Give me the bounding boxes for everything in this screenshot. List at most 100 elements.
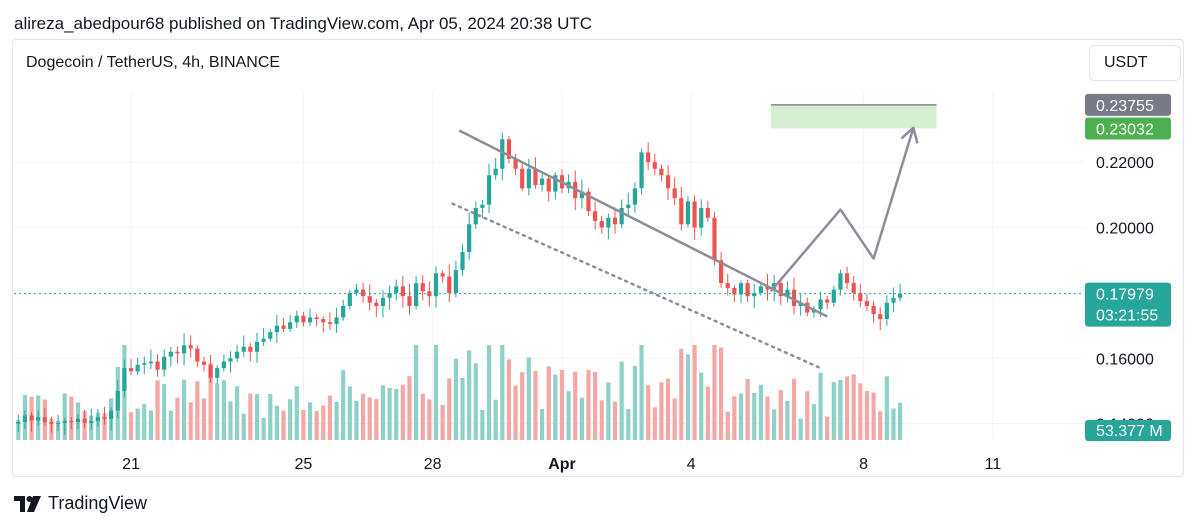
candle-body <box>168 351 173 357</box>
volume-bar <box>765 396 770 440</box>
candle-body <box>732 288 737 295</box>
volume-bar <box>798 418 803 440</box>
last-price-label: 0.17979 <box>1096 287 1154 304</box>
candle-body <box>831 289 836 303</box>
candle-body <box>699 207 704 228</box>
candle-body <box>354 289 359 293</box>
candle-body <box>898 293 903 298</box>
candle-body <box>321 319 326 323</box>
volume-bar <box>513 385 518 440</box>
price-tick-label: 0.20000 <box>1096 221 1154 238</box>
candle-body <box>738 283 744 295</box>
candle-body <box>387 292 392 298</box>
volume-bar <box>898 402 903 440</box>
volume-bar <box>453 358 458 440</box>
volume-bar <box>553 374 558 440</box>
candle-body <box>752 292 757 297</box>
candle-body <box>75 418 81 423</box>
time-tick-label: Apr <box>548 456 576 473</box>
volume-bar <box>526 357 531 440</box>
candle-body <box>122 368 127 391</box>
volume-bar <box>871 392 876 440</box>
candle-body <box>301 315 306 323</box>
volume-bar <box>148 410 154 440</box>
candle-body <box>851 283 856 293</box>
last-price-label-bg <box>1085 282 1171 327</box>
volume-bar <box>725 411 730 440</box>
candle-body <box>148 361 154 364</box>
volume-bars <box>16 345 903 440</box>
candle-body <box>725 283 730 289</box>
candle-body <box>367 296 372 303</box>
candle-body <box>652 162 657 169</box>
volume-bar <box>772 409 777 440</box>
candle-body <box>500 139 505 169</box>
currency-button[interactable]: USDT <box>1089 45 1181 81</box>
volume-bar <box>778 390 783 440</box>
volume-bar <box>314 411 319 440</box>
volume-bar <box>612 401 618 440</box>
volume-bar <box>128 412 134 440</box>
volume-bar <box>440 404 445 440</box>
candle-body <box>672 188 677 199</box>
volume-bar <box>208 363 213 440</box>
candle-body <box>665 175 671 189</box>
volume-bar <box>307 402 313 440</box>
volume-bar <box>685 354 691 440</box>
candle-body <box>49 422 54 424</box>
candle-body <box>712 217 717 261</box>
volume-bar <box>321 405 326 440</box>
candle-body <box>55 423 61 425</box>
candle-body <box>685 201 691 225</box>
candle-body <box>221 361 226 369</box>
volume-bar <box>327 395 333 440</box>
time-axis: 21 25 28 Apr 4 8 11 <box>122 456 1001 473</box>
volume-bar <box>672 398 677 440</box>
candle-body <box>254 341 260 352</box>
candle-body <box>745 283 750 297</box>
candle-body <box>844 273 850 284</box>
volume-bar <box>188 402 193 440</box>
symbol-title: Dogecoin / TetherUS, 4h, BINANCE <box>26 54 281 71</box>
volume-bar <box>62 393 67 440</box>
volume-bar <box>195 381 200 440</box>
tradingview-brand[interactable]: TradingView <box>14 493 147 514</box>
volume-bar <box>162 384 167 440</box>
candle-body <box>414 283 419 306</box>
volume-bar <box>738 393 744 440</box>
candle-body <box>327 322 333 324</box>
candle-body <box>228 358 233 362</box>
candle-body <box>539 178 545 186</box>
candle-body <box>579 191 584 199</box>
candle-body <box>268 332 273 339</box>
candle-body <box>109 410 114 419</box>
candle-body <box>208 364 213 378</box>
candle-body <box>314 317 319 320</box>
volume-bar <box>480 409 485 440</box>
volume-bar <box>566 391 571 440</box>
volume-bar <box>414 345 419 440</box>
candle-body <box>626 204 631 208</box>
candle-body <box>201 361 207 365</box>
candle-body <box>89 421 94 424</box>
volume-bar <box>752 392 757 440</box>
candle-body <box>546 178 551 192</box>
volume-bar <box>718 347 724 440</box>
volume-bar <box>891 408 896 440</box>
candle-body <box>460 252 465 271</box>
projection-arrow-head <box>900 126 919 144</box>
candle-body <box>281 325 286 329</box>
candle-body <box>115 390 120 411</box>
volume-bar <box>745 379 750 440</box>
volume-bar <box>692 345 697 440</box>
volume-bar <box>254 394 260 440</box>
volume-bar <box>500 345 505 440</box>
volume-bar <box>785 401 790 440</box>
volume-bar <box>142 404 147 440</box>
volume-bar <box>539 409 545 440</box>
volume-bar <box>374 399 379 440</box>
volume-bar <box>844 376 850 440</box>
volume-bar <box>520 372 525 440</box>
candle-body <box>16 422 21 424</box>
